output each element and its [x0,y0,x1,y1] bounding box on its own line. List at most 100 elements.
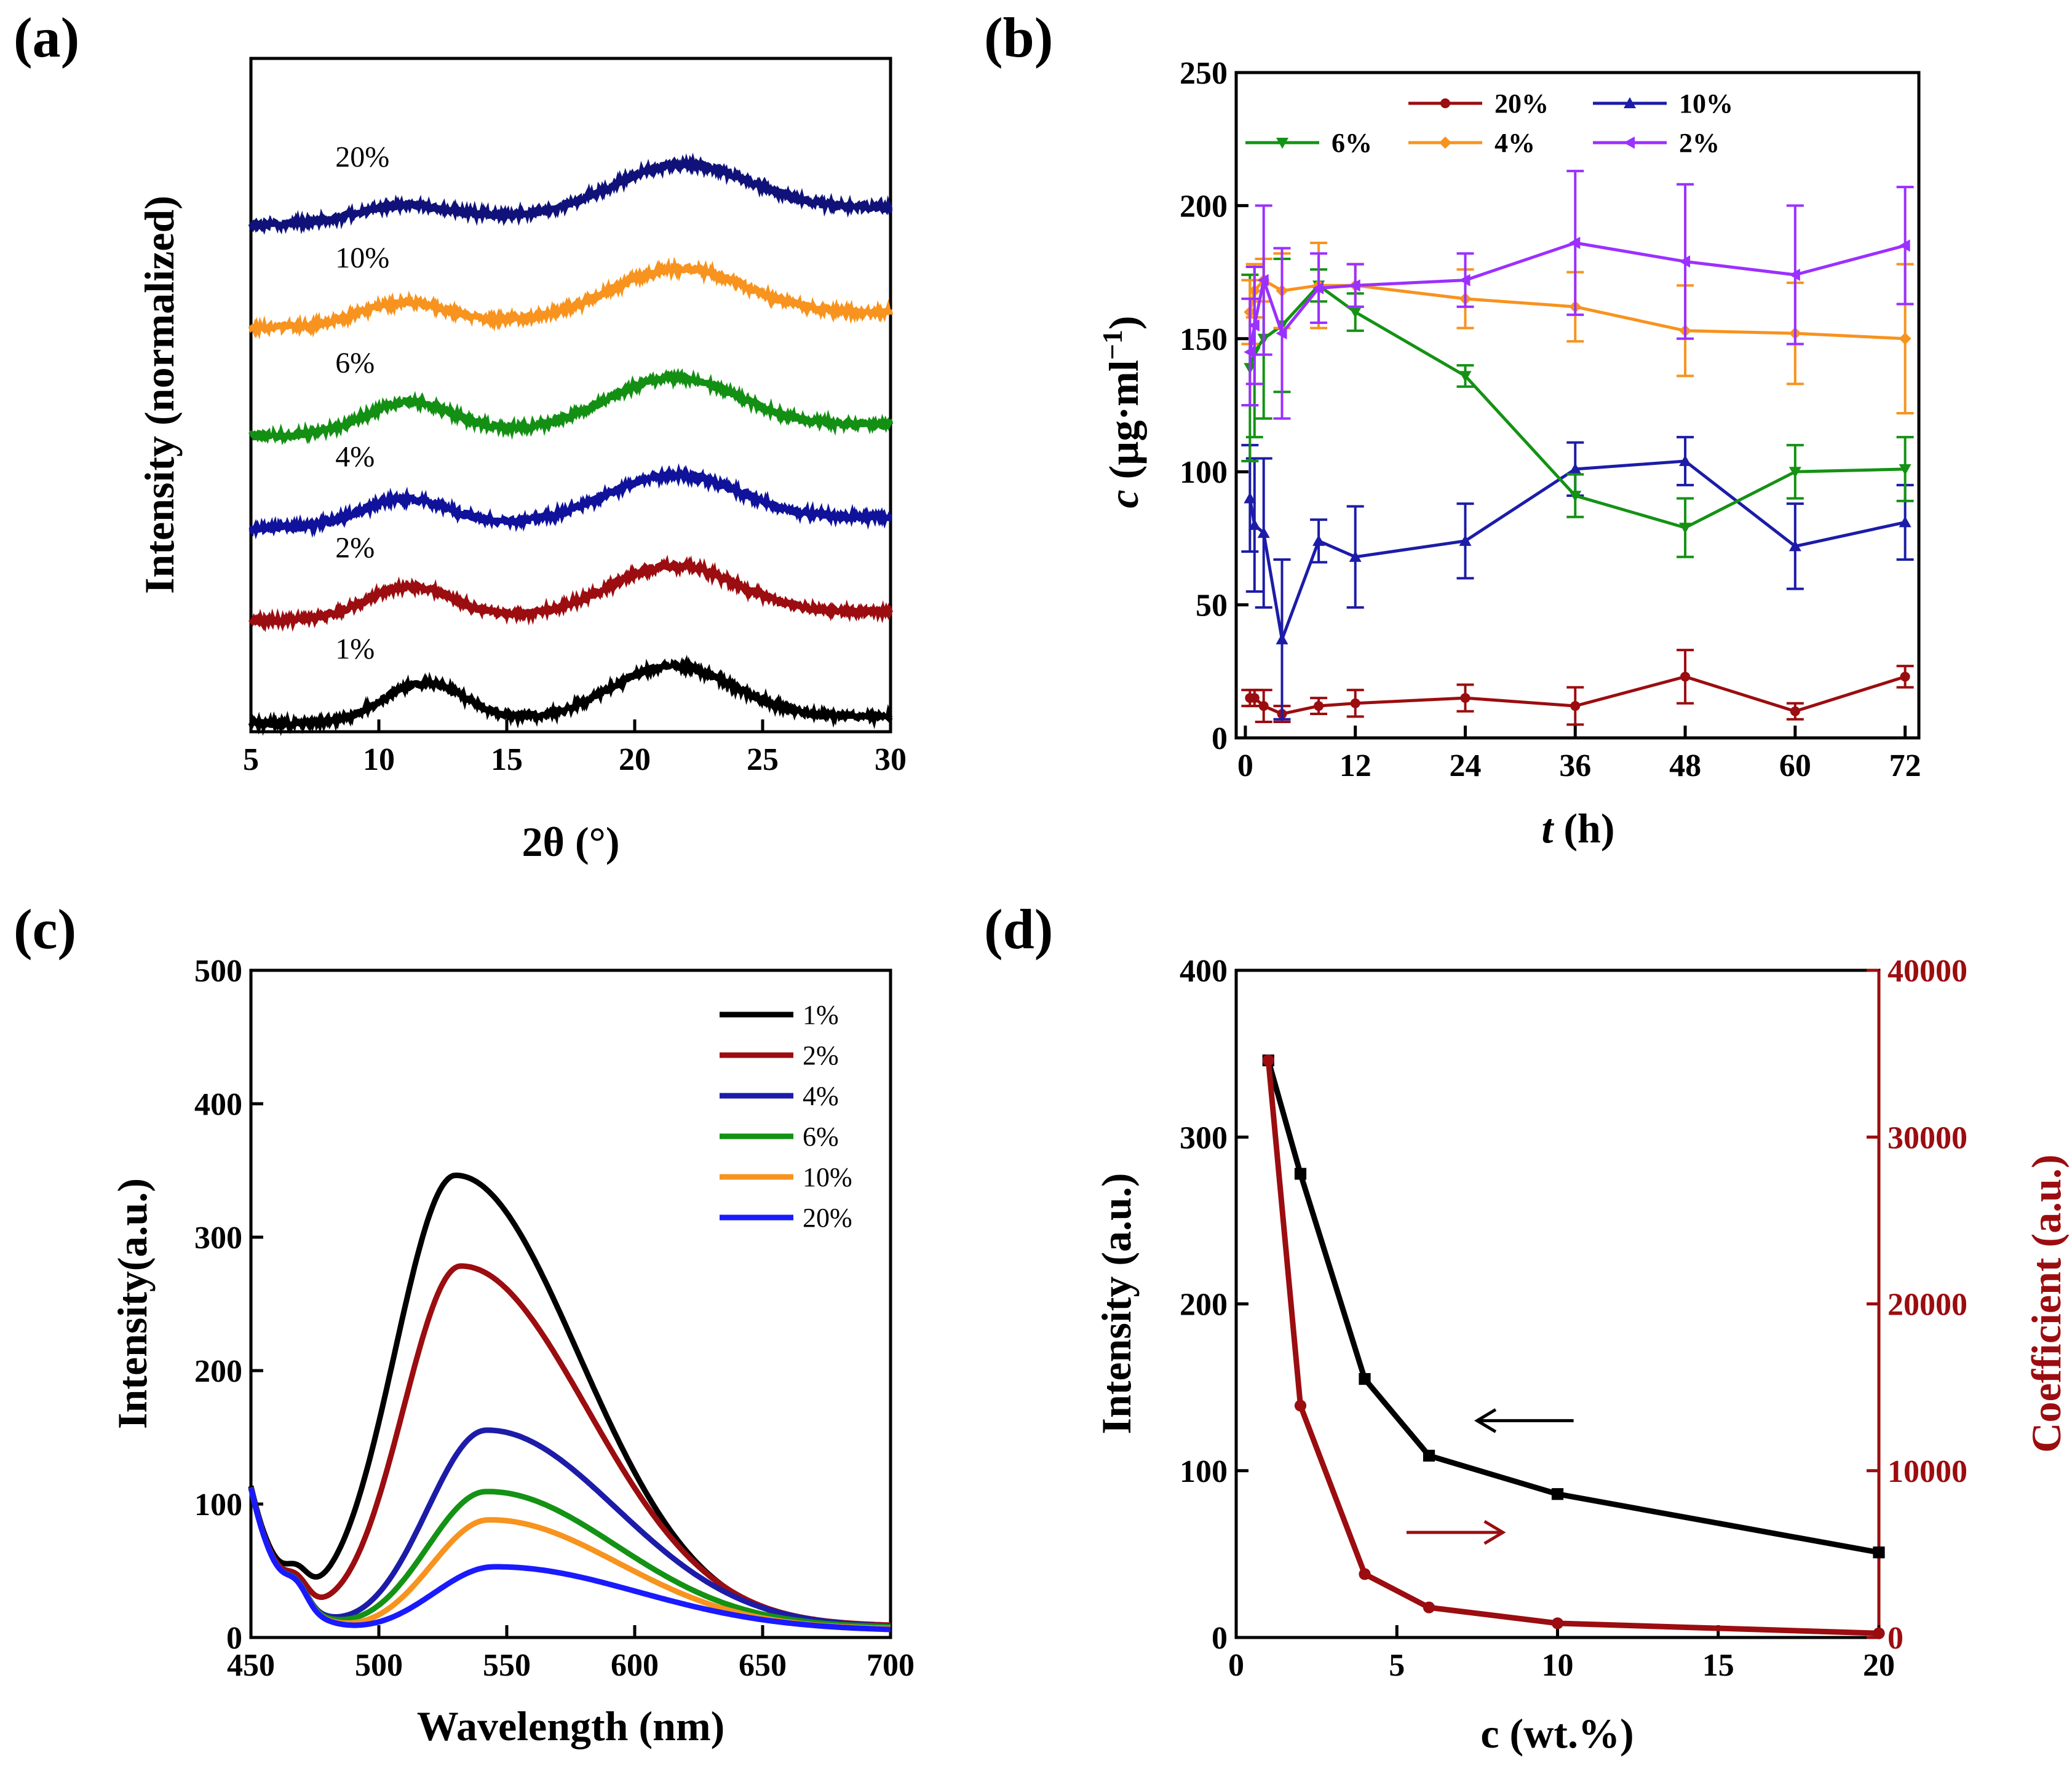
panel-label-c: (c) [14,898,76,960]
plot-frame-c [249,968,892,1639]
b-point-10-2 [1257,526,1270,538]
a-series-20 [248,152,893,235]
c-series-4 [248,1427,891,1629]
a-label-10: 10% [335,242,389,274]
c-ytick-label-500: 500 [194,954,242,989]
d-arrow-head-right [1483,1519,1506,1545]
a-label-6: 6% [335,347,375,379]
b-point-20-6 [1460,693,1471,703]
d-right-ytick-label-10000: 10000 [1887,1454,1967,1489]
d-xtick-label-20: 20 [1863,1648,1895,1683]
b-point-10-1 [1248,518,1261,530]
c-ytick-label-0: 0 [226,1621,242,1656]
d-left-ytick-label-0: 0 [1212,1621,1228,1656]
c-legend-label-4: 4% [803,1081,839,1111]
panel-label-d: (d) [984,898,1053,960]
b-legend-label-20: 20% [1494,89,1549,119]
c-series-2 [248,1263,891,1628]
b-point-10-10 [1899,516,1911,528]
d-annotations [1406,1408,1574,1545]
c-series-1 [248,1172,891,1628]
a-xtick-label-25: 25 [747,742,779,777]
d-arrow-head-left [1474,1408,1497,1433]
d-right-ytick-label-40000: 40000 [1887,954,1967,989]
panel-label-b: (b) [984,6,1053,69]
b-legend-marker-2 [1624,137,1635,149]
c-series-20 [248,1487,891,1633]
d-point-coefficient-4 [1551,1617,1564,1629]
b-point-2-7 [1569,236,1581,249]
d-point-coefficient-3 [1423,1601,1435,1614]
b-point-6-5 [1349,307,1362,319]
b-point-10-5 [1349,550,1362,562]
d-xtick-label-0: 0 [1228,1648,1244,1683]
y-axis-title-c: Intensity(a.u.) [109,1178,156,1429]
b-point-20-5 [1350,698,1360,708]
b-point-20-7 [1570,701,1581,711]
b-point-2-9 [1788,268,1800,281]
a-xtick-label-20: 20 [619,742,651,777]
c-ytick-label-200: 200 [194,1354,242,1389]
x-axis-title-b-rest: (h) [1553,805,1614,852]
c-legend-label-1: 1% [803,1000,839,1030]
b-legend-label-6: 6% [1332,128,1372,158]
c-legend-label-2: 2% [803,1040,839,1071]
b-point-10-3 [1276,633,1288,644]
b-legend-marker-10 [1624,97,1636,108]
b-point-2-3 [1276,327,1287,340]
b-point-2-10 [1899,239,1910,252]
a-label-2: 2% [335,532,375,564]
b-ytick-label-0: 0 [1212,721,1228,756]
y-axis-title-d-left: Intensity (a.u.) [1093,1173,1140,1434]
c-ticks: 450 500 550 600 650 700 0 100 200 300 400 500 [194,954,915,1683]
c-ytick-label-400: 400 [194,1087,242,1122]
a-series-10 [248,256,894,339]
d-right-ytick-label-0: 0 [1887,1621,1903,1656]
b-xtick-label-24: 24 [1449,748,1481,783]
b-point-2-8 [1679,255,1691,268]
b-legend-marker-6 [1276,138,1288,149]
b-legend-marker-20 [1440,98,1450,108]
a-ticks: 5 10 15 20 25 30 [243,719,907,777]
b-point-10-4 [1312,534,1325,546]
d-xtick-label-10: 10 [1542,1648,1574,1683]
b-line-2 [1248,241,1906,352]
a-xtick-label-5: 5 [243,742,259,777]
d-point-intensity-3 [1423,1449,1435,1462]
panel-label-a: (a) [14,6,79,69]
b-point-2-5 [1349,279,1360,292]
b-ytick-label-200: 200 [1180,189,1228,224]
b-point-2-0 [1244,346,1255,358]
d-series [1262,1054,1885,1639]
b-ticks: 0 12 24 36 48 60 72 0 50 100 150 200 250 [1180,56,1921,783]
b-point-20-10 [1900,671,1910,682]
a-series-6 [248,368,894,445]
a-label-1: 1% [335,633,375,665]
d-point-coefficient-1 [1294,1400,1307,1412]
y-axis-title-d-right: Coefficient (a.u.) [2023,1154,2070,1452]
d-ticks: 0 5 10 15 2001002003004000100002000030000400… [1180,954,1967,1683]
d-point-intensity-4 [1551,1488,1564,1500]
c-series-6 [248,1487,891,1629]
a-curves: 1% 2% 4% 6% 10% 20% [248,141,894,737]
c-legend: 1% 2% 4% 6% 10% 20% [720,1000,852,1233]
d-point-coefficient-0 [1262,1054,1274,1067]
d-point-intensity-1 [1294,1168,1307,1180]
d-xtick-label-5: 5 [1389,1648,1405,1683]
b-series [1241,170,1914,726]
b-line-10 [1248,459,1906,646]
panel-a: (a) 1% 2% 4% 6% 10% 20% 5 10 15 20 25 30 2θ (°) In… [14,6,907,865]
b-point-20-9 [1790,706,1800,716]
b-point-2-2 [1257,274,1269,287]
y-axis-title-a: Intensity (normalized) [136,196,183,594]
c-ytick-label-100: 100 [194,1487,242,1522]
b-point-10-6 [1459,534,1472,546]
b-point-10-8 [1679,454,1692,466]
c-legend-label-6: 6% [803,1122,839,1152]
c-ytick-label-300: 300 [194,1221,242,1256]
d-point-intensity-2 [1359,1372,1371,1385]
panel-b: (b) 0 12 24 36 48 60 72 0 50 100 150 200 250 20% 10% 6… [984,6,1921,852]
y-axis-title-b-rest: (µg·ml [1100,360,1147,489]
b-point-10-0 [1244,492,1256,504]
b-point-20-4 [1314,701,1324,711]
